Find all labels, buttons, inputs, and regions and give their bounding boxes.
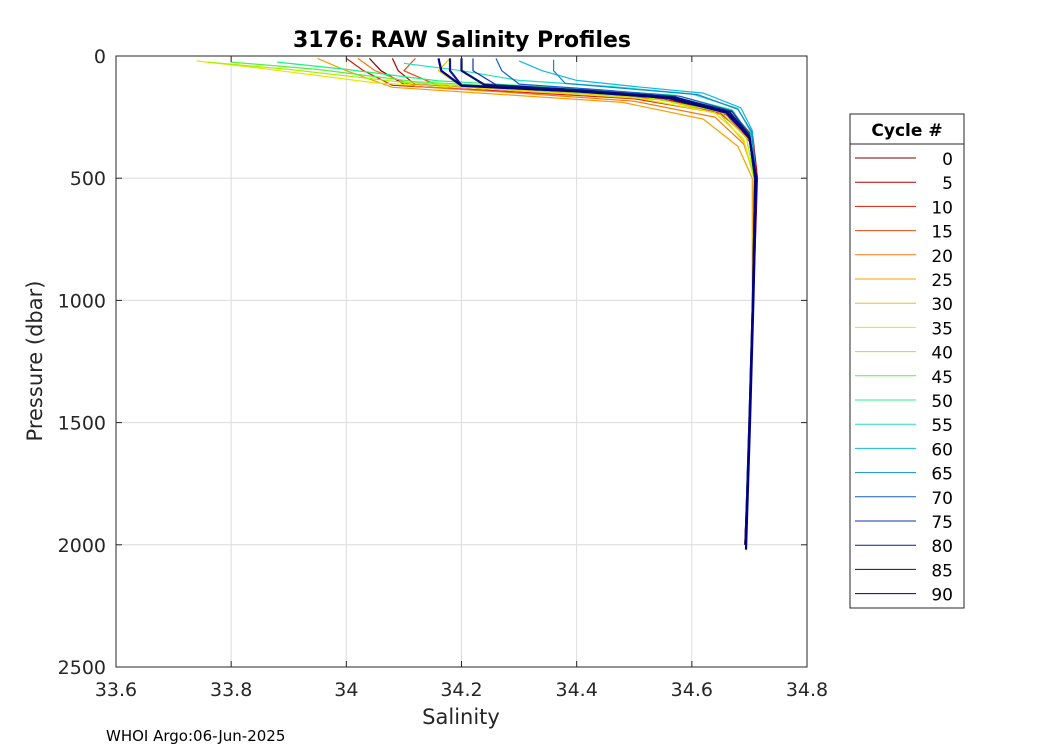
legend-label: 30 xyxy=(931,295,953,315)
legend-label: 0 xyxy=(942,150,953,170)
legend-label: 40 xyxy=(931,344,953,364)
legend-label: 5 xyxy=(942,174,953,194)
footer-text: WHOI Argo:06-Jun-2025 xyxy=(106,727,285,745)
x-axis-label: Salinity xyxy=(422,705,500,729)
legend: Cycle # 0 5 10 15 20 25 30 35 40 45 50 55 60 65 70 75 80… xyxy=(849,113,965,609)
x-tick-label: 34.2 xyxy=(440,679,482,701)
x-tick-label: 34.6 xyxy=(671,679,713,701)
legend-label: 10 xyxy=(931,198,953,218)
x-tick-label: 34 xyxy=(334,679,358,701)
y-axis-label: Pressure (dbar) xyxy=(23,281,47,442)
axis-ticks: 33.6 33.8 34 34.2 34.4 34.6 34.8 0 500 1000 1500 20… xyxy=(58,46,829,701)
legend-label: 60 xyxy=(931,440,953,460)
x-tick-label: 34.4 xyxy=(556,679,598,701)
legend-label: 90 xyxy=(931,586,953,606)
legend-box xyxy=(849,113,965,609)
legend-label: 50 xyxy=(931,392,953,412)
y-tick-label: 0 xyxy=(94,46,106,68)
x-tick-label: 34.8 xyxy=(786,679,828,701)
legend-label: 85 xyxy=(931,561,953,581)
legend-label: 65 xyxy=(931,465,953,485)
legend-label: 20 xyxy=(931,247,953,267)
legend-label: 15 xyxy=(931,223,953,243)
legend-entries: 0 5 10 15 20 25 30 35 40 45 50 55 60 65 70 75 80 85 90 xyxy=(855,150,953,606)
legend-label: 45 xyxy=(931,368,953,388)
legend-label: 70 xyxy=(931,489,953,509)
y-tick-label: 500 xyxy=(70,168,106,190)
legend-label: 80 xyxy=(931,537,953,557)
legend-label: 55 xyxy=(931,416,953,436)
y-tick-label: 2500 xyxy=(58,657,106,679)
y-tick-label: 2000 xyxy=(58,535,106,557)
series-lines xyxy=(196,57,759,550)
x-tick-label: 33.6 xyxy=(95,679,137,701)
y-tick-label: 1500 xyxy=(58,413,106,435)
legend-title: Cycle # xyxy=(871,121,942,141)
legend-label: 25 xyxy=(931,271,953,291)
legend-label: 75 xyxy=(931,513,953,533)
y-tick-label: 1000 xyxy=(58,290,106,312)
chart-title: 3176: RAW Salinity Profiles xyxy=(293,28,631,53)
legend-label: 35 xyxy=(931,319,953,339)
series-line-cycle-90 xyxy=(437,58,758,550)
x-tick-label: 33.8 xyxy=(210,679,252,701)
